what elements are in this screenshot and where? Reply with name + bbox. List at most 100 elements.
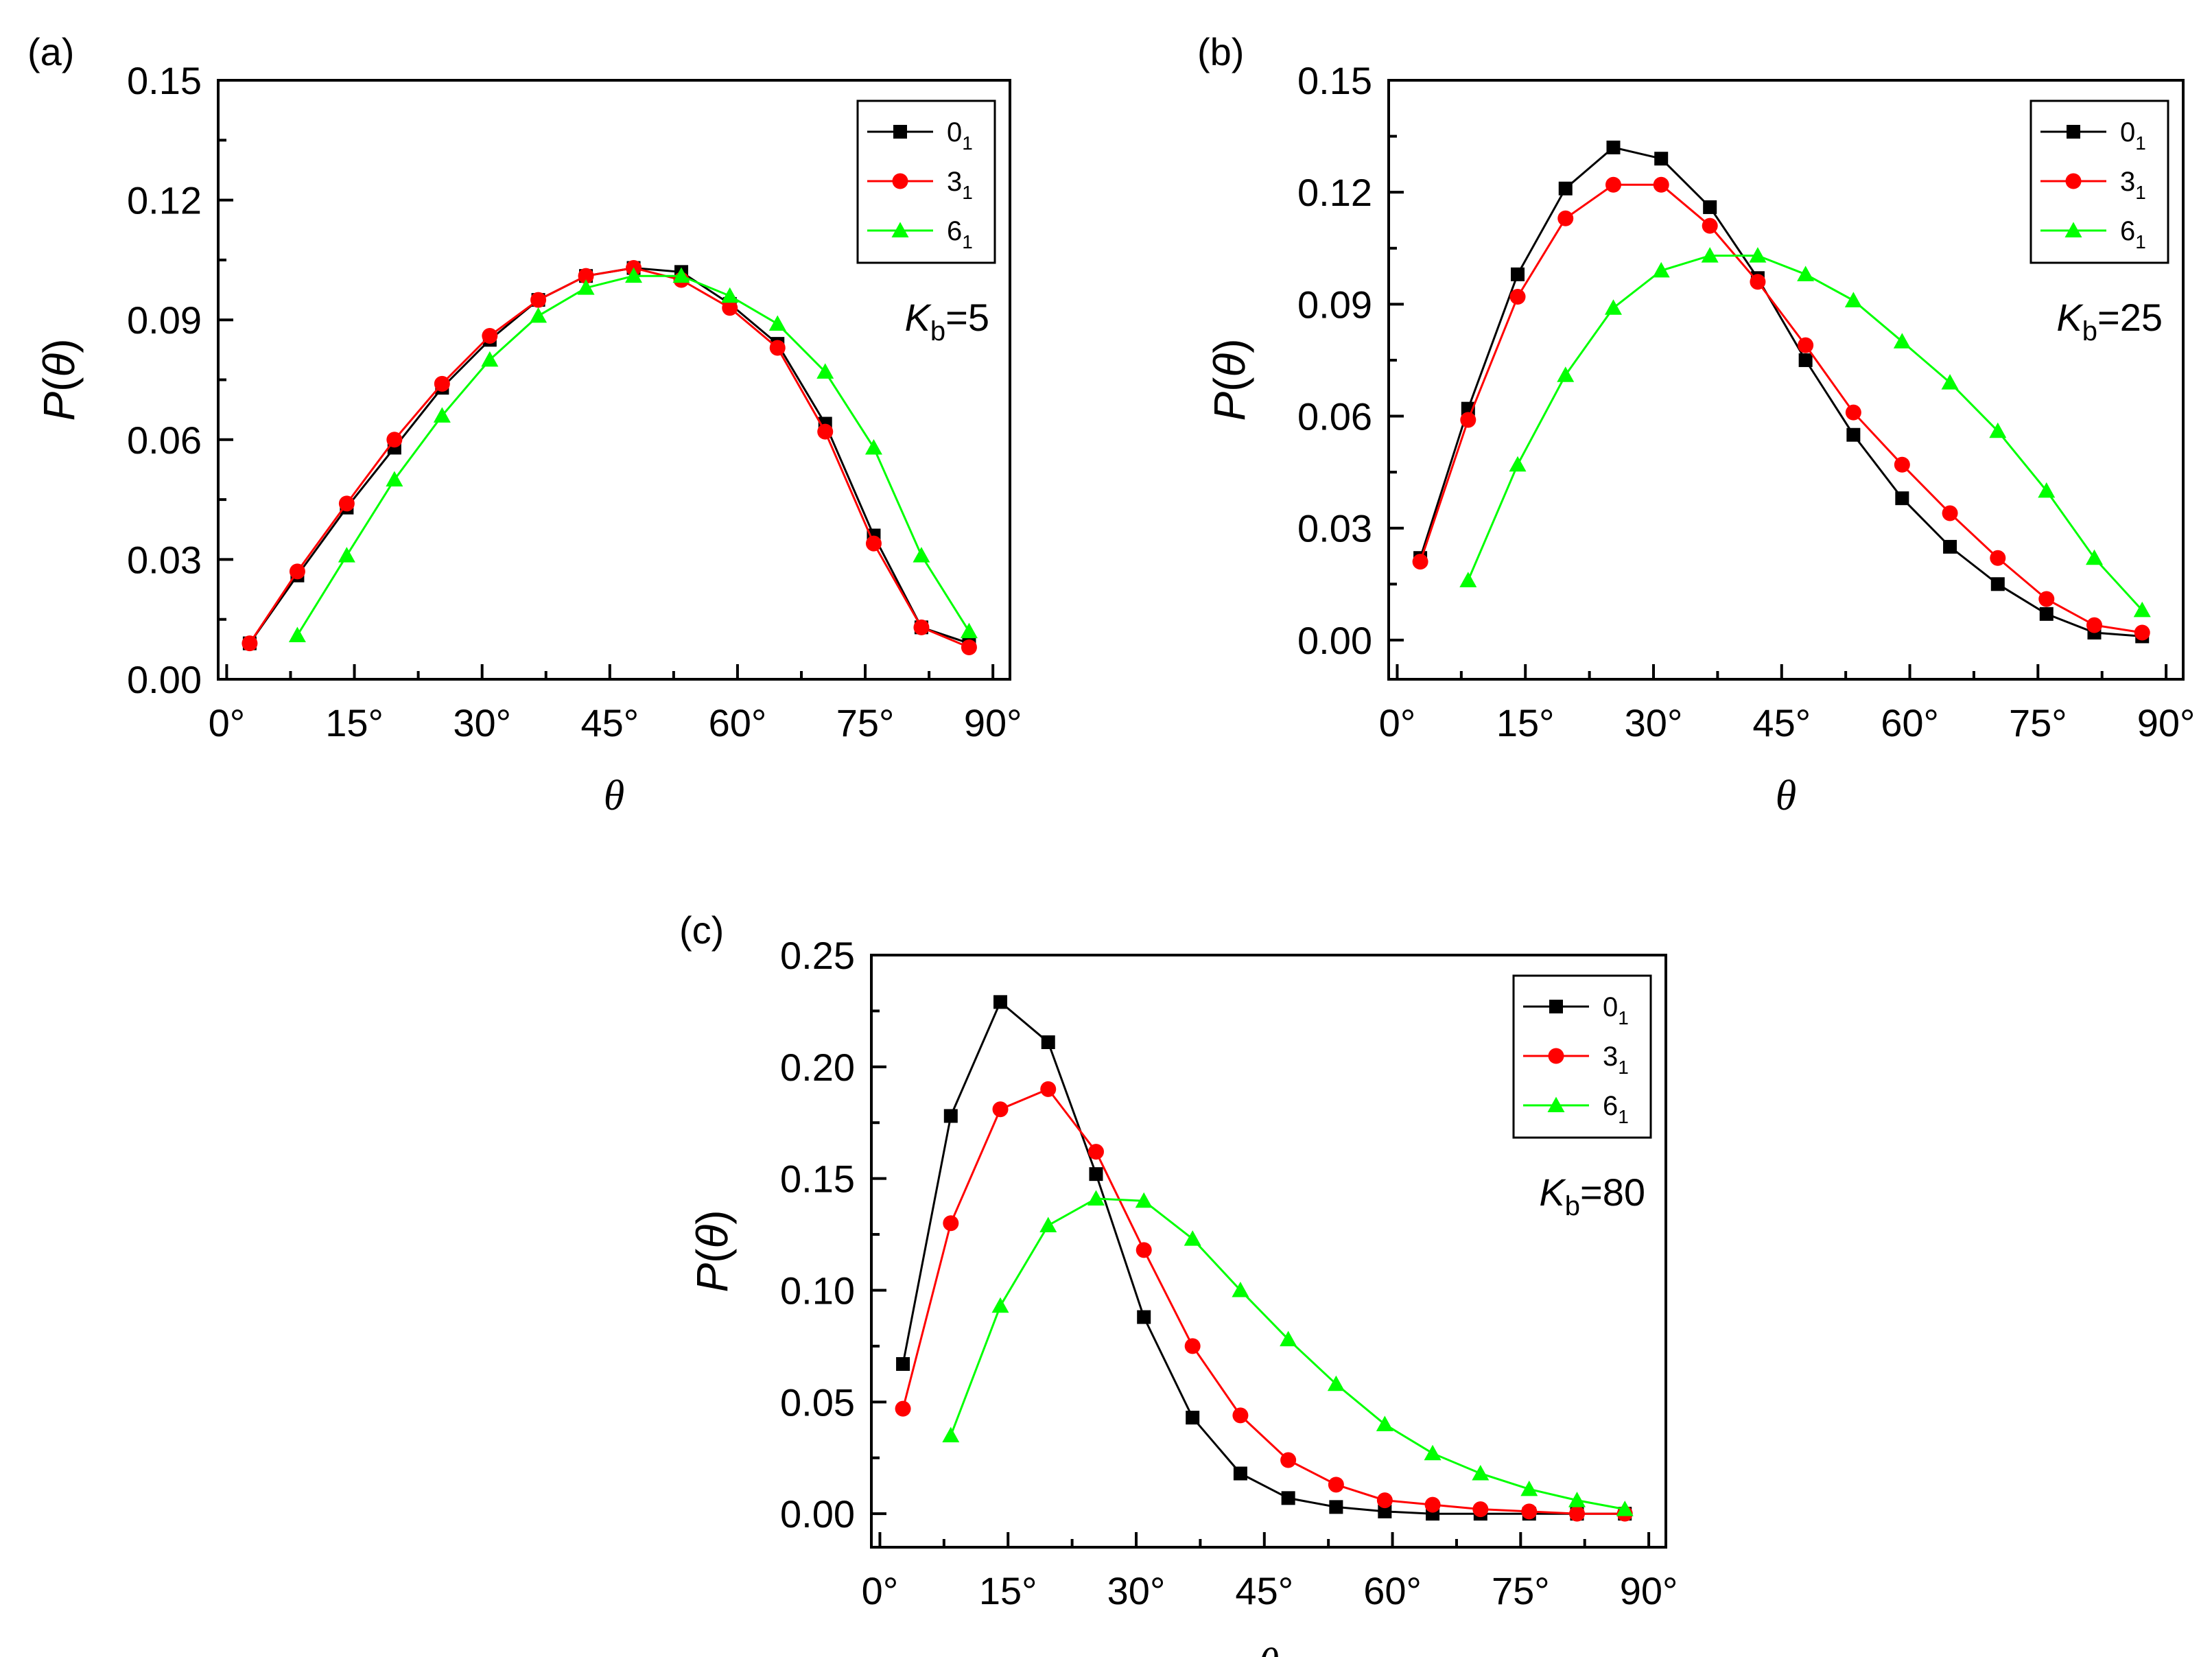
legend-label: 61 xyxy=(1603,1091,1629,1127)
legend-item-6-1: 61 xyxy=(1523,1091,1629,1127)
data-point xyxy=(530,292,547,308)
data-point xyxy=(1327,1375,1345,1391)
y-tick-label: 0.25 xyxy=(780,934,855,977)
y-tick-label: 0.10 xyxy=(780,1269,855,1312)
data-point xyxy=(1797,266,1815,281)
legend: 01 31 61 xyxy=(1512,974,1652,1139)
data-point xyxy=(2038,482,2056,498)
x-tick-label: 45° xyxy=(580,701,639,744)
data-point xyxy=(288,626,306,642)
data-point xyxy=(1511,267,1525,281)
data-point xyxy=(1703,200,1717,214)
x-tick-label: 30° xyxy=(453,701,511,744)
legend-item-0-1: 01 xyxy=(2040,117,2146,154)
data-point xyxy=(895,1400,911,1417)
x-tick-label: 15° xyxy=(1496,701,1555,744)
data-point xyxy=(1520,1480,1538,1496)
data-point xyxy=(1941,374,1959,390)
data-point xyxy=(1280,1330,1297,1347)
legend-item-6-1: 61 xyxy=(2040,216,2146,252)
y-tick-label: 0.12 xyxy=(1297,171,1372,214)
data-point xyxy=(386,471,403,486)
y-tick-label: 0.00 xyxy=(1297,619,1372,662)
y-tick-label: 0.03 xyxy=(127,538,202,581)
data-point xyxy=(625,267,643,283)
data-point xyxy=(1472,1465,1490,1481)
data-point xyxy=(289,563,305,580)
series-line xyxy=(1419,146,2143,637)
x-tick-label: 60° xyxy=(709,701,767,744)
legend-label: 61 xyxy=(2120,216,2146,252)
data-point xyxy=(242,635,258,652)
data-point xyxy=(1040,1081,1057,1097)
data-point xyxy=(2038,591,2055,607)
data-point xyxy=(1281,1491,1295,1505)
data-point xyxy=(1233,1466,1247,1481)
data-point xyxy=(1136,1242,1152,1258)
x-tick-label: 45° xyxy=(1235,1569,1293,1612)
legend-label: 31 xyxy=(2120,167,2146,203)
data-point xyxy=(1378,1504,1392,1518)
data-point xyxy=(1472,1501,1489,1518)
legend-item-6-1: 61 xyxy=(867,216,973,252)
data-point xyxy=(1039,1217,1057,1233)
legend: 01 31 61 xyxy=(2029,99,2169,264)
y-tick-label: 0.09 xyxy=(127,298,202,342)
data-point xyxy=(1135,1192,1153,1208)
data-point xyxy=(1376,1415,1393,1431)
x-tick-label: 75° xyxy=(1492,1569,1550,1612)
y-tick-label: 0.06 xyxy=(1297,395,1372,438)
data-point xyxy=(721,287,739,303)
panel-label: (b) xyxy=(1197,30,1244,73)
data-point xyxy=(1232,1407,1249,1424)
series-3-1 xyxy=(242,260,977,655)
data-point xyxy=(1521,1503,1538,1520)
legend-item-3-1: 31 xyxy=(867,167,973,203)
y-tick-label: 0.05 xyxy=(780,1380,855,1424)
x-tick-label: 0° xyxy=(209,701,246,744)
series-line xyxy=(296,274,970,636)
data-point xyxy=(338,495,355,512)
data-point xyxy=(768,315,786,331)
data-point xyxy=(1702,218,1718,234)
data-point xyxy=(2086,549,2104,565)
data-point xyxy=(1798,353,1813,367)
data-point xyxy=(865,535,882,552)
y-tick-label: 0.12 xyxy=(127,179,202,222)
series-line xyxy=(902,1088,1625,1515)
data-point xyxy=(913,547,930,563)
data-point xyxy=(1604,299,1622,315)
data-point xyxy=(769,340,786,356)
data-point xyxy=(1460,412,1476,428)
x-axis-label: θ xyxy=(1258,1641,1279,1657)
data-point xyxy=(1653,176,1669,193)
data-point xyxy=(1990,577,2005,591)
series-0-1 xyxy=(242,261,976,650)
data-point xyxy=(993,995,1008,1009)
data-point xyxy=(1749,247,1767,263)
legend-item-3-1: 31 xyxy=(2040,167,2146,203)
legend-marker xyxy=(2067,125,2080,139)
data-point xyxy=(1558,181,1573,196)
data-point xyxy=(1990,550,2006,566)
legend-marker xyxy=(2064,222,2082,237)
y-tick-label: 0.00 xyxy=(127,658,202,701)
data-point xyxy=(1943,539,1957,554)
data-point xyxy=(1184,1230,1201,1246)
legend-label: 31 xyxy=(947,167,973,203)
data-point xyxy=(1750,274,1766,290)
data-point xyxy=(672,267,690,283)
legend-item-0-1: 01 xyxy=(1523,992,1629,1029)
series-line xyxy=(1419,183,2143,634)
legend-marker xyxy=(1547,1096,1565,1112)
data-point xyxy=(1186,1411,1200,1425)
data-point xyxy=(1989,422,2007,438)
data-point xyxy=(943,1109,958,1123)
data-point xyxy=(386,432,403,448)
data-point xyxy=(1184,1338,1201,1354)
data-point xyxy=(577,279,595,295)
data-point xyxy=(816,363,834,379)
data-point xyxy=(992,1101,1009,1118)
y-tick-label: 0.15 xyxy=(1297,59,1372,102)
x-tick-label: 15° xyxy=(979,1569,1037,1612)
